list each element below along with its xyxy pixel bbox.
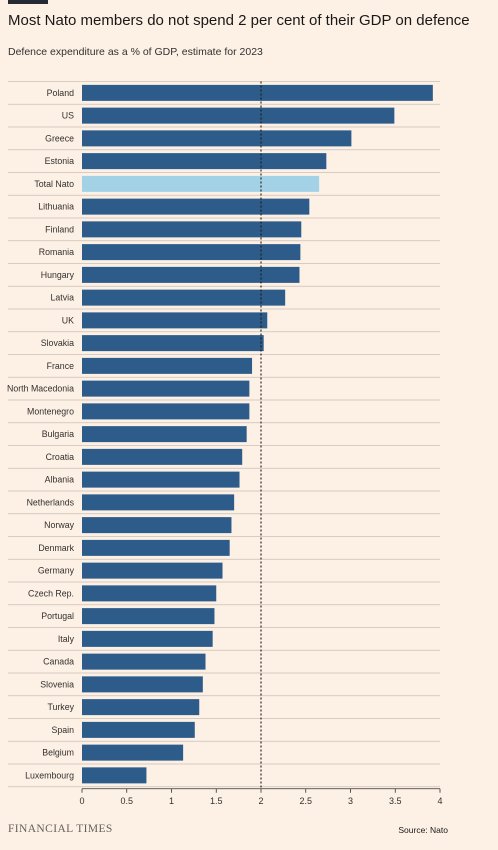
category-label: Total Nato [34, 179, 74, 189]
category-label: Romania [39, 247, 74, 257]
category-label: Slovenia [40, 679, 74, 689]
bar [82, 653, 206, 670]
bar [82, 721, 195, 738]
category-label: North Macedonia [7, 384, 74, 394]
category-label: Portugal [41, 611, 74, 621]
x-tick-label: 1.5 [210, 796, 223, 806]
category-label: France [47, 361, 74, 371]
bar [82, 471, 240, 488]
category-label: Luxembourg [25, 770, 74, 780]
bar [82, 676, 203, 693]
category-label: Denmark [38, 543, 74, 553]
category-label: Montenegro [27, 406, 74, 416]
bar [82, 107, 395, 124]
category-label: Spain [52, 725, 75, 735]
bar [82, 562, 223, 579]
bar [82, 380, 250, 397]
bar [82, 130, 352, 147]
category-label: Canada [43, 657, 74, 667]
header-accent-bar [8, 0, 48, 4]
bar [82, 767, 147, 784]
bar [82, 312, 268, 329]
category-label: Netherlands [27, 497, 75, 507]
category-label: Turkey [47, 702, 74, 712]
bar [82, 539, 230, 556]
category-label: Slovakia [41, 338, 74, 348]
x-tick-label: 2 [258, 796, 263, 806]
category-label: Belgium [42, 748, 74, 758]
chart-title: Most Nato members do not spend 2 per cen… [8, 12, 470, 29]
ft-logo: FINANCIAL TIMES [8, 823, 113, 835]
x-tick-label: 4 [437, 796, 442, 806]
bar [82, 335, 264, 352]
bar [82, 585, 217, 602]
bar [82, 494, 235, 511]
bar [82, 153, 327, 170]
bar [82, 289, 286, 306]
bar [82, 198, 310, 215]
x-tick-label: 0.5 [120, 796, 133, 806]
category-label: Bulgaria [42, 429, 74, 439]
bar [82, 699, 200, 716]
bar [82, 426, 247, 443]
x-tick-label: 3.5 [389, 796, 402, 806]
category-label: Germany [38, 566, 75, 576]
bar [82, 244, 301, 261]
bar [82, 608, 215, 625]
x-tick-label: 0 [79, 796, 84, 806]
category-label: Czech Rep. [28, 588, 74, 598]
category-label: Italy [58, 634, 75, 644]
bar [82, 403, 250, 420]
category-label: Hungary [41, 270, 75, 280]
bar [82, 517, 232, 534]
bar [82, 84, 433, 101]
category-label: Lithuania [38, 202, 74, 212]
category-label: Croatia [46, 452, 74, 462]
x-tick-label: 3 [348, 796, 353, 806]
chart-subtitle: Defence expenditure as a % of GDP, estim… [8, 46, 263, 58]
category-label: Poland [47, 88, 74, 98]
source-note: Source: Nato [398, 825, 448, 835]
x-tick-label: 2.5 [299, 796, 312, 806]
x-tick-label: 1 [169, 796, 174, 806]
category-label: Albania [45, 475, 74, 485]
bar [82, 744, 184, 761]
category-label: Finland [45, 224, 74, 234]
category-label: Latvia [51, 293, 75, 303]
bar [82, 357, 253, 374]
category-label: UK [62, 315, 74, 325]
category-label: Estonia [45, 156, 74, 166]
bar [82, 221, 302, 238]
bar [82, 630, 213, 647]
category-label: US [62, 111, 74, 121]
bar [82, 175, 320, 192]
category-label: Greece [45, 133, 74, 143]
category-label: Norway [44, 520, 74, 530]
bar-chart: Poland US Greece Estonia Total Nato Lithuania… [7, 81, 443, 806]
bar [82, 448, 243, 465]
bar [82, 266, 300, 283]
